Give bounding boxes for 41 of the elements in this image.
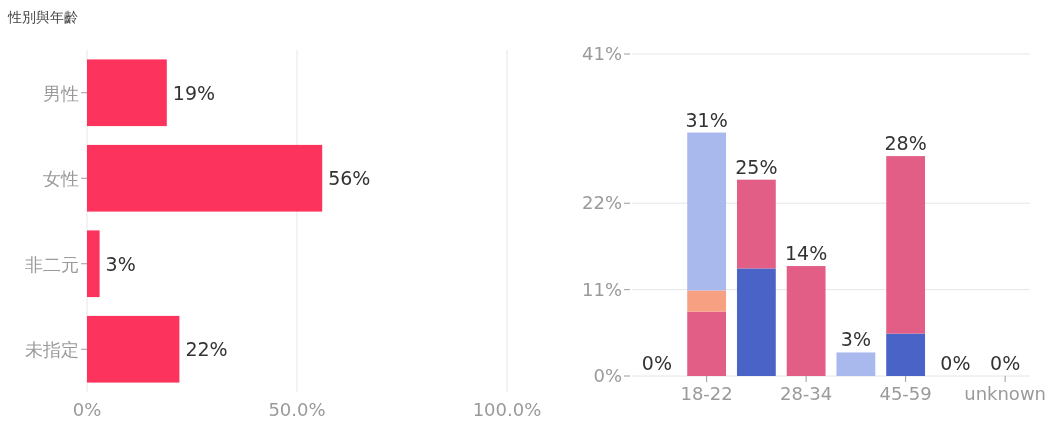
bar <box>836 352 876 376</box>
y-tick-label: 女性 <box>43 168 79 190</box>
bar <box>687 311 727 376</box>
x-tick-label: 50.0% <box>268 399 326 420</box>
y-tick-label: 11% <box>581 278 622 300</box>
total-label: 14% <box>785 242 828 265</box>
total-label: 0% <box>940 352 971 374</box>
x-tick-label: 18-22 <box>680 383 733 404</box>
total-label: 0% <box>641 352 672 374</box>
bar <box>687 290 727 312</box>
data-label: 19% <box>172 81 216 104</box>
x-tick-label: unknown <box>964 383 1047 404</box>
total-label: 28% <box>884 132 927 155</box>
total-label: 3% <box>840 328 871 351</box>
bar <box>87 230 100 298</box>
bar <box>687 132 727 291</box>
data-label: 56% <box>328 167 371 190</box>
bar <box>87 59 167 127</box>
bar <box>87 315 180 383</box>
data-label: 22% <box>185 338 228 361</box>
y-tick-label: 22% <box>581 192 622 214</box>
bar <box>886 156 926 334</box>
x-tick-label: 45-59 <box>879 383 932 404</box>
x-tick-label: 0% <box>72 399 102 420</box>
y-tick-label: 男性 <box>43 82 79 104</box>
y-tick-label: 41% <box>581 43 622 64</box>
y-tick-label: 0% <box>593 365 622 386</box>
y-tick-label: 未指定 <box>25 339 79 361</box>
y-tick-label: 非二元 <box>25 253 79 275</box>
total-label: 0% <box>990 352 1021 374</box>
bar <box>736 268 776 376</box>
x-tick-label: 28-34 <box>779 383 833 404</box>
total-label: 25% <box>735 155 778 178</box>
bar <box>87 144 323 212</box>
bar <box>736 179 776 269</box>
chart-title: 性別與年齡 <box>7 9 78 25</box>
bar <box>786 266 826 376</box>
total-label: 31% <box>685 108 728 131</box>
bar <box>886 333 926 376</box>
data-label: 3% <box>105 252 136 275</box>
x-tick-label: 100.0% <box>472 399 542 420</box>
